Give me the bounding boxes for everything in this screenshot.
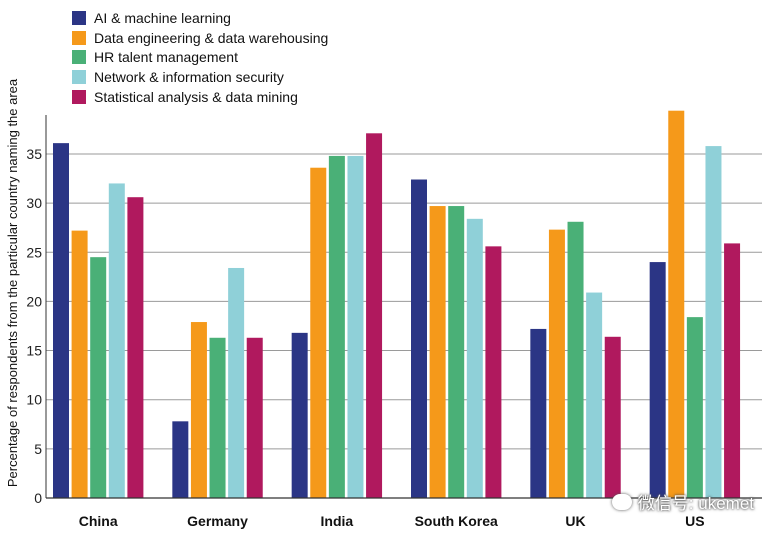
legend-swatch	[72, 10, 86, 25]
bar	[172, 421, 189, 498]
x-tick-label: UK	[565, 513, 585, 529]
legend-item: Data engineering & data warehousing	[72, 28, 328, 48]
bar	[328, 155, 345, 498]
legend-item: Network & information security	[72, 67, 328, 87]
legend-item: AI & machine learning	[72, 8, 328, 28]
bar	[530, 328, 547, 498]
legend-swatch	[72, 70, 86, 85]
legend-label: Data engineering & data warehousing	[94, 29, 329, 46]
bar	[485, 246, 502, 498]
legend-swatch	[72, 30, 86, 45]
bar	[567, 221, 584, 499]
bar	[604, 336, 621, 498]
bar	[724, 243, 741, 498]
y-tick-label: 20	[26, 293, 42, 309]
bar	[228, 267, 245, 498]
legend-label: Network & information security	[94, 69, 284, 86]
bar	[209, 337, 226, 498]
bar	[649, 262, 666, 498]
bar	[190, 322, 207, 498]
bar	[586, 292, 603, 498]
bar	[310, 167, 327, 498]
y-tick-label: 15	[26, 343, 42, 359]
bar	[705, 146, 722, 498]
bar	[466, 218, 483, 498]
bar	[686, 317, 703, 498]
legend-item: Statistical analysis & data mining	[72, 87, 328, 107]
bar	[347, 155, 364, 498]
y-tick-label: 0	[34, 490, 42, 506]
legend-label: HR talent management	[94, 49, 238, 66]
legend-item: HR talent management	[72, 48, 328, 68]
bar	[548, 229, 565, 499]
bar	[668, 110, 685, 498]
bar	[108, 183, 125, 498]
bar	[90, 257, 107, 498]
bar	[71, 230, 88, 498]
bar	[411, 179, 427, 498]
legend-swatch	[72, 50, 86, 65]
legend: AI & machine learning Data engineering & …	[72, 8, 328, 107]
chat-bubble-icon	[611, 493, 632, 510]
y-tick-label: 10	[26, 392, 42, 408]
x-tick-label: India	[321, 513, 354, 529]
legend-label: AI & machine learning	[94, 9, 231, 26]
bar	[291, 332, 308, 498]
x-tick-label: Germany	[187, 513, 248, 529]
x-tick-label: South Korea	[415, 513, 498, 529]
legend-swatch	[72, 90, 86, 105]
bar	[53, 143, 69, 498]
watermark: 微信号: ukemet	[611, 489, 754, 514]
bar	[246, 337, 263, 498]
watermark-text: 微信号: ukemet	[637, 494, 754, 513]
y-axis-label: Percentage of respondents from the parti…	[5, 78, 20, 487]
legend-label: Statistical analysis & data mining	[94, 89, 298, 106]
y-tick-label: 30	[26, 195, 42, 211]
y-tick-label: 25	[26, 244, 42, 260]
bar	[366, 133, 383, 498]
x-tick-label: China	[79, 513, 118, 529]
y-tick-label: 35	[26, 146, 42, 162]
bar	[127, 197, 144, 498]
x-tick-label: US	[685, 513, 704, 529]
bar	[448, 206, 465, 498]
y-tick-label: 5	[34, 441, 42, 457]
bar	[429, 206, 446, 498]
